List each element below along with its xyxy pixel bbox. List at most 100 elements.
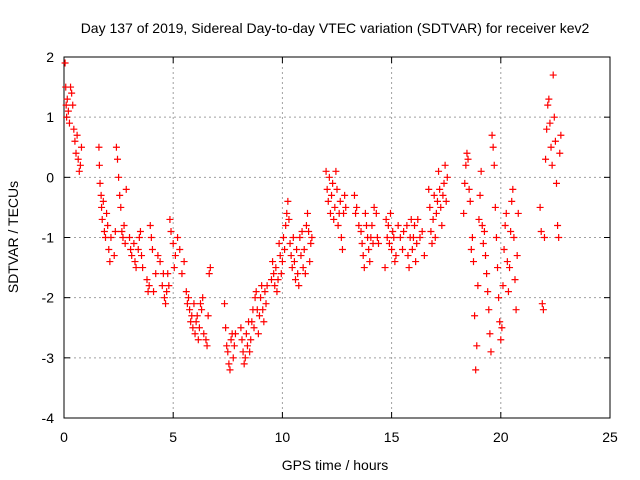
data-point	[178, 270, 186, 278]
data-point	[154, 252, 162, 260]
data-point	[543, 125, 551, 133]
data-point	[247, 336, 255, 344]
data-point	[427, 227, 435, 235]
x-axis-ticks: 0 5 10 15 20 25	[60, 57, 618, 445]
data-point	[436, 185, 444, 193]
data-point	[304, 209, 312, 217]
data-point	[551, 137, 559, 145]
data-point	[495, 294, 503, 302]
data-point	[299, 264, 307, 272]
data-point	[416, 234, 424, 241]
data-point	[203, 342, 211, 350]
data-point	[403, 221, 411, 229]
data-point	[176, 246, 184, 254]
data-point	[292, 276, 300, 284]
data-point	[308, 234, 316, 241]
data-point	[115, 173, 123, 181]
data-point	[425, 185, 433, 193]
data-point	[273, 288, 281, 296]
data-point	[68, 89, 76, 97]
data-point	[489, 143, 497, 151]
data-point	[293, 246, 301, 254]
data-point	[302, 221, 310, 229]
data-point	[205, 270, 213, 278]
data-point	[471, 312, 479, 320]
data-point	[472, 366, 480, 374]
data-point	[412, 258, 420, 266]
data-point	[341, 191, 349, 199]
data-point	[276, 252, 284, 260]
data-point	[467, 246, 475, 254]
data-point	[110, 252, 118, 260]
data-point	[65, 119, 73, 127]
data-point	[127, 246, 135, 254]
data-point	[491, 203, 499, 211]
data-point	[385, 240, 393, 248]
data-point	[224, 348, 232, 356]
data-point	[195, 324, 203, 332]
data-point	[193, 312, 201, 320]
data-point	[63, 113, 71, 121]
data-point	[70, 125, 78, 133]
data-point	[365, 246, 373, 254]
data-point	[96, 179, 104, 187]
data-point	[284, 197, 292, 205]
data-point	[156, 258, 164, 266]
data-point	[435, 167, 443, 175]
grid-lines	[64, 57, 610, 418]
data-point	[259, 306, 267, 314]
data-point	[270, 270, 278, 278]
data-point	[328, 191, 336, 199]
y-tick-label: 2	[46, 49, 54, 65]
data-point	[476, 191, 484, 199]
y-tick-label: -3	[42, 350, 55, 366]
data-point	[350, 191, 358, 199]
y-tick-label: -1	[42, 230, 55, 246]
data-point	[394, 221, 402, 229]
data-point	[180, 258, 188, 266]
data-point	[261, 288, 269, 296]
y-axis-ticks: -4 -3 -2 -1 0 1 2	[42, 49, 610, 426]
data-point	[150, 288, 158, 296]
data-point	[199, 294, 207, 302]
data-point	[242, 330, 250, 338]
data-point	[97, 191, 105, 199]
data-point	[333, 185, 341, 193]
data-point	[400, 227, 408, 235]
data-point	[432, 209, 440, 217]
data-point	[490, 161, 498, 169]
data-point	[352, 209, 360, 217]
data-point	[147, 234, 155, 241]
data-point	[98, 215, 106, 223]
data-point	[441, 161, 449, 169]
data-point	[148, 246, 156, 254]
data-point	[478, 221, 486, 229]
data-point	[388, 246, 396, 254]
data-point	[162, 300, 170, 308]
data-point	[332, 167, 340, 175]
data-point	[282, 221, 290, 229]
data-point	[122, 185, 130, 193]
data-point	[368, 221, 376, 229]
data-point	[482, 252, 490, 260]
data-point	[77, 143, 85, 151]
data-point	[540, 234, 548, 241]
data-point	[330, 215, 338, 223]
data-point	[554, 221, 562, 229]
data-point	[557, 131, 565, 139]
data-point	[279, 234, 287, 241]
data-point	[164, 270, 172, 278]
data-point	[438, 221, 446, 229]
data-point	[306, 258, 314, 266]
data-point	[337, 234, 345, 241]
y-axis-label: SDTVAR / TECUs	[5, 181, 21, 293]
data-point	[269, 258, 277, 266]
data-point	[143, 276, 151, 284]
data-point	[184, 294, 192, 302]
data-point	[163, 288, 171, 296]
data-series-sdtvar	[61, 59, 565, 374]
data-point	[301, 270, 309, 278]
data-point	[71, 137, 79, 145]
data-point	[392, 252, 400, 260]
